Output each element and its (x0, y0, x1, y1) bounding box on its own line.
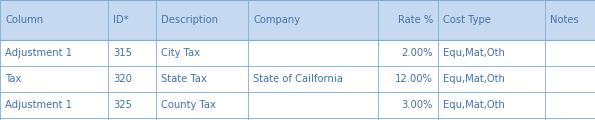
Text: ID*: ID* (113, 15, 129, 25)
Text: State Tax: State Tax (161, 74, 206, 84)
Text: Cost Type: Cost Type (443, 15, 491, 25)
Text: Adjustment 1: Adjustment 1 (5, 48, 72, 58)
Text: County Tax: County Tax (161, 100, 216, 110)
Bar (0, 92, 595, 118)
Text: Adjustment 1: Adjustment 1 (5, 100, 72, 110)
Text: Equ,Mat,Oth: Equ,Mat,Oth (443, 100, 505, 110)
Text: 12.00%: 12.00% (395, 74, 433, 84)
Text: 320: 320 (113, 74, 132, 84)
Text: 3.00%: 3.00% (402, 100, 433, 110)
Text: Tax: Tax (5, 74, 21, 84)
Text: Rate %: Rate % (397, 15, 433, 25)
Bar (0, 66, 595, 92)
Text: Description: Description (161, 15, 218, 25)
Bar (0, 0, 595, 40)
Text: Column: Column (5, 15, 43, 25)
Text: 2.00%: 2.00% (402, 48, 433, 58)
Bar (0, 40, 595, 66)
Text: Company: Company (253, 15, 300, 25)
Text: Equ,Mat,Oth: Equ,Mat,Oth (443, 74, 505, 84)
Text: 315: 315 (113, 48, 132, 58)
Text: State of Cailfornia: State of Cailfornia (253, 74, 343, 84)
Text: Notes: Notes (550, 15, 579, 25)
Text: Equ,Mat,Oth: Equ,Mat,Oth (443, 48, 505, 58)
Text: City Tax: City Tax (161, 48, 200, 58)
Text: 325: 325 (113, 100, 132, 110)
